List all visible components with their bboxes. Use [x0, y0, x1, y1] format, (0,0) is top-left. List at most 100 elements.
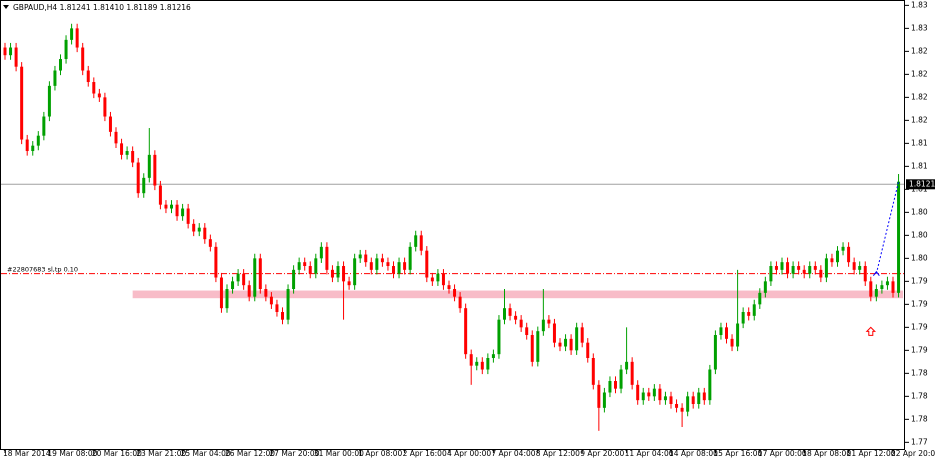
candle-body [547, 319, 551, 324]
y-tick-label: 1.78 [911, 414, 928, 423]
candle-body [763, 281, 767, 293]
candle-body [147, 154, 151, 178]
candle-body [519, 319, 523, 328]
candle-body [575, 327, 579, 351]
candle-body [231, 281, 235, 290]
candle-body [297, 262, 301, 270]
x-tick-label: 9 Apr 20:00 [580, 449, 624, 458]
candle-body [164, 204, 168, 209]
x-tick-label: 1 Apr 08:00 [358, 449, 402, 458]
candle-body [658, 388, 662, 401]
candle-body [81, 47, 85, 71]
candle-body [475, 361, 479, 366]
plot-frame [0, 0, 905, 450]
candle-body [308, 266, 312, 274]
candle-body [386, 262, 390, 267]
x-tick-label: 14 Apr 08:00 [669, 449, 718, 458]
candle-body [275, 304, 279, 313]
order-label: #22807683 sl,tp 0.10 [7, 266, 78, 274]
up-arrow [865, 326, 877, 336]
last-price-label: 1.81216 [909, 179, 935, 188]
y-tick-label: 1.79 [911, 345, 928, 354]
candle-body [841, 246, 845, 251]
x-tick-label: 4 Apr 00:00 [447, 449, 491, 458]
candle-body [641, 392, 645, 401]
candle-body [53, 70, 57, 86]
candle-body [480, 361, 484, 370]
candle-body [59, 59, 62, 71]
candle-body [614, 381, 617, 389]
candle-body [114, 131, 118, 144]
candle-body [3, 47, 7, 56]
candle-body [508, 308, 512, 316]
candle-body [286, 289, 290, 320]
y-tick-label: 1.81 [911, 138, 928, 147]
y-tick-label: 1.82 [911, 69, 928, 78]
y-tick-label: 1.82 [911, 92, 928, 101]
candle-body [64, 39, 68, 60]
menu-triangle [3, 5, 9, 9]
candle-body [292, 269, 296, 290]
candle-body [25, 139, 29, 152]
candle-body [120, 143, 124, 155]
candle-body [253, 258, 257, 297]
candle-body [852, 262, 856, 270]
y-tick-label: 1.78 [911, 391, 928, 400]
candle-body [808, 266, 812, 274]
candle-body [264, 289, 268, 297]
candle-body [741, 312, 745, 324]
candle-body [558, 342, 562, 347]
candle-body [403, 262, 407, 270]
candle-body [258, 258, 262, 290]
candle-body [847, 246, 851, 263]
candle-body [380, 258, 384, 263]
candle-body [647, 392, 651, 397]
candle-body [375, 258, 379, 270]
candle-body [697, 392, 701, 405]
candle-body [9, 47, 13, 56]
x-tick-label: 22 Apr 20:00 [891, 449, 935, 458]
candle-body [20, 66, 24, 140]
y-tick-label: 1.79 [911, 276, 928, 285]
y-tick-label: 1.79 [911, 322, 928, 331]
candle-body [242, 273, 246, 286]
x-tick-label: 7 Apr 04:00 [491, 449, 535, 458]
candle-body [103, 97, 107, 117]
y-tick-label: 1.79 [911, 299, 928, 308]
candle-body [197, 227, 201, 232]
candle-body [70, 28, 74, 40]
candle-body [786, 262, 790, 274]
candle-body [663, 396, 667, 401]
candle-body [75, 28, 79, 48]
candle-body [347, 281, 351, 286]
y-tick-label: 1.81 [911, 161, 928, 170]
candle-body [525, 327, 529, 336]
candle-body [364, 254, 368, 263]
candle-body [170, 204, 173, 209]
candle-body [486, 358, 490, 370]
candle-body [214, 246, 218, 278]
candle-body [219, 277, 223, 309]
candle-body [225, 289, 229, 309]
candle-body [186, 208, 190, 224]
candle-body [774, 266, 778, 270]
candle-body [702, 392, 706, 401]
candle-body [652, 388, 656, 397]
candle-body [819, 269, 823, 278]
y-tick-label: 1.80 [911, 230, 928, 239]
x-tick-label: 25 Mar 04:00 [181, 449, 231, 458]
candle-body [158, 185, 162, 205]
candle-body [813, 266, 817, 270]
candle-body [436, 273, 440, 282]
candle-body [175, 204, 179, 217]
candle-body [469, 354, 473, 366]
candle-body [314, 258, 318, 274]
x-tick-label: 8 Apr 12:00 [536, 449, 580, 458]
candle-body [863, 266, 867, 282]
candle-body [458, 296, 462, 309]
x-tick-label: 11 Apr 04:00 [625, 449, 674, 458]
x-tick-label: 19 Mar 08:00 [47, 449, 97, 458]
candle-body [136, 162, 140, 194]
candle-body [752, 304, 756, 316]
